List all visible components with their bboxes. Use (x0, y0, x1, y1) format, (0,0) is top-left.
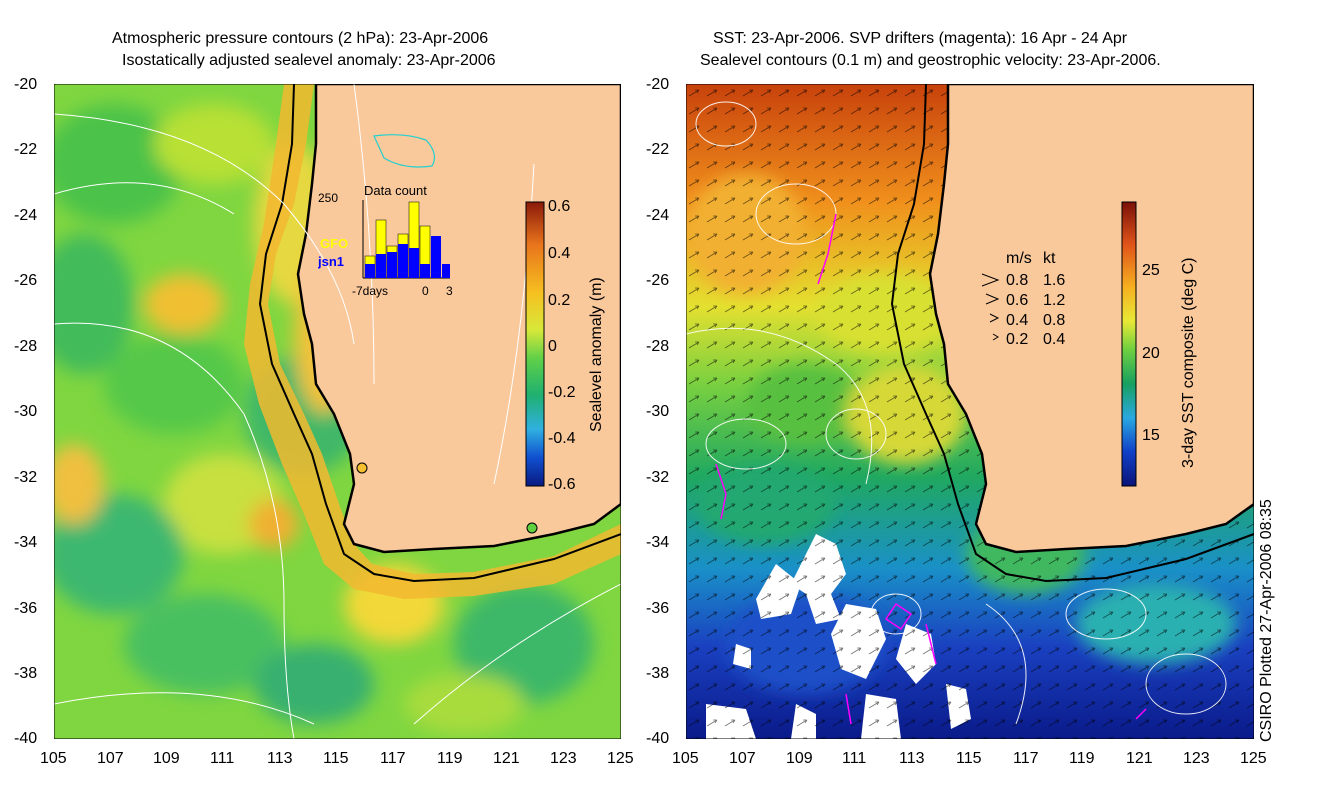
tide-gauge-marker (356, 462, 368, 474)
lon-tick: 111 (210, 750, 235, 767)
velocity-legend-kt: 1.6 (1043, 272, 1066, 289)
left-title-line2: Isostatically adjusted sealevel anomaly:… (122, 52, 496, 69)
lat-tick: -20 (646, 76, 670, 93)
velocity-legend-ms: 0.6 (1006, 292, 1029, 309)
inset-legend-gfo: GFO (320, 236, 348, 251)
lat-tick: -26 (14, 272, 38, 289)
tide-gauge-marker (526, 522, 538, 534)
lon-tick: 125 (1240, 750, 1267, 767)
lon-tick: 115 (323, 750, 349, 767)
lat-tick: -40 (646, 730, 670, 747)
lat-tick: -24 (14, 207, 38, 224)
lon-tick: 107 (729, 750, 756, 767)
cyan-contour (373, 134, 436, 168)
lat-tick: -22 (14, 141, 38, 158)
lon-tick: 125 (607, 750, 634, 767)
sst-tick: 25 (1142, 262, 1160, 279)
lon-tick: 123 (1183, 750, 1210, 767)
lon-tick: 113 (267, 750, 293, 767)
left-title-line1: Atmospheric pressure contours (2 hPa): 2… (112, 30, 489, 47)
lon-tick: 109 (153, 750, 180, 767)
velocity-legend-ms: 0.4 (1006, 312, 1029, 329)
lon-tick: 111 (842, 750, 867, 767)
velocity-legend-header-kt: kt (1043, 250, 1056, 267)
lon-tick: 105 (672, 750, 699, 767)
lon-tick: 109 (786, 750, 813, 767)
right-map-panel (686, 84, 1254, 739)
lon-tick: 105 (40, 750, 67, 767)
lon-tick: 121 (493, 750, 520, 767)
lon-tick: 113 (899, 750, 925, 767)
shelf-contour (258, 84, 621, 583)
right-title-line1: SST: 23-Apr-2006. SVP drifters (magenta)… (713, 30, 1128, 47)
sla-tick: -0.2 (548, 384, 576, 401)
lon-tick: 117 (1013, 750, 1039, 767)
inset-xlabel-zero: 0 (422, 284, 429, 298)
lat-tick: -30 (14, 403, 38, 420)
velocity-legend-ms: 0.2 (1006, 331, 1029, 348)
lon-tick: 121 (1126, 750, 1153, 767)
sla-tick: 0.2 (548, 292, 571, 309)
lat-tick: -38 (646, 665, 670, 682)
lon-tick: 119 (437, 750, 463, 767)
sst-colorbar-label: 3-day SST composite (deg C) (1180, 257, 1197, 468)
lon-tick: 107 (97, 750, 124, 767)
sst-tick: 15 (1142, 427, 1160, 444)
inset-ymax-label: 250 (318, 191, 338, 205)
sealevel-contours (686, 101, 1227, 725)
sst-colorbar-ramp (1121, 201, 1137, 487)
lon-tick: 117 (380, 750, 406, 767)
lat-tick: -32 (646, 469, 670, 486)
inset-xlabel-end: 3 (446, 284, 453, 298)
lat-tick: -34 (14, 534, 38, 551)
velocity-legend-kt: 1.2 (1043, 292, 1066, 309)
lon-tick: 119 (1069, 750, 1095, 767)
right-title-line2: Sealevel contours (0.1 m) and geostrophi… (700, 52, 1161, 69)
lat-tick: -28 (14, 338, 38, 355)
velocity-legend-header-ms: m/s (1006, 250, 1032, 267)
sealevel-colorbar-ramp (525, 201, 545, 487)
lat-tick: -36 (646, 600, 670, 617)
inset-legend-jsn1: jsn1 (318, 254, 344, 269)
lat-tick: -40 (14, 730, 38, 747)
lat-tick: -34 (646, 534, 670, 551)
sla-tick: -0.4 (548, 430, 576, 447)
data-count-inset: Data count 250 -7days 0 3 GFO jsn1 (318, 183, 453, 298)
sla-tick: 0 (548, 338, 557, 355)
inset-xlabel-start: -7days (352, 284, 388, 298)
velocity-legend-kt: 0.8 (1043, 312, 1066, 329)
sst-tick: 20 (1142, 345, 1160, 362)
sla-tick: -0.6 (548, 476, 576, 493)
velocity-legend-arrows (981, 273, 1000, 341)
lat-tick: -26 (646, 272, 670, 289)
australia-landmass (928, 84, 1254, 554)
inset-bars (364, 201, 450, 279)
lat-tick: -30 (646, 403, 670, 420)
sla-tick: 0.4 (548, 245, 571, 262)
lat-tick: -24 (646, 207, 670, 224)
svp-drifter-tracks (715, 213, 1147, 725)
sst-colorbar (1121, 201, 1137, 487)
sla-tick: 0.6 (548, 198, 571, 215)
lat-tick: -28 (646, 338, 670, 355)
shelf-contour (890, 84, 1254, 583)
credit-text: CSIRO Plotted 27-Apr-2006 08:35 (1258, 499, 1275, 742)
lat-tick: -32 (14, 469, 38, 486)
lon-tick: 115 (956, 750, 982, 767)
lat-tick: -22 (646, 141, 670, 158)
lat-tick: -38 (14, 665, 38, 682)
velocity-legend-kt: 0.4 (1043, 331, 1066, 348)
lat-tick: -36 (14, 600, 38, 617)
lat-tick: -20 (14, 76, 38, 93)
velocity-legend-ms: 0.8 (1006, 272, 1029, 289)
lon-tick: 123 (550, 750, 577, 767)
sealevel-colorbar (525, 201, 545, 487)
sla-colorbar-label: Sealevel anomaly (m) (588, 277, 605, 432)
inset-title: Data count (364, 183, 427, 198)
